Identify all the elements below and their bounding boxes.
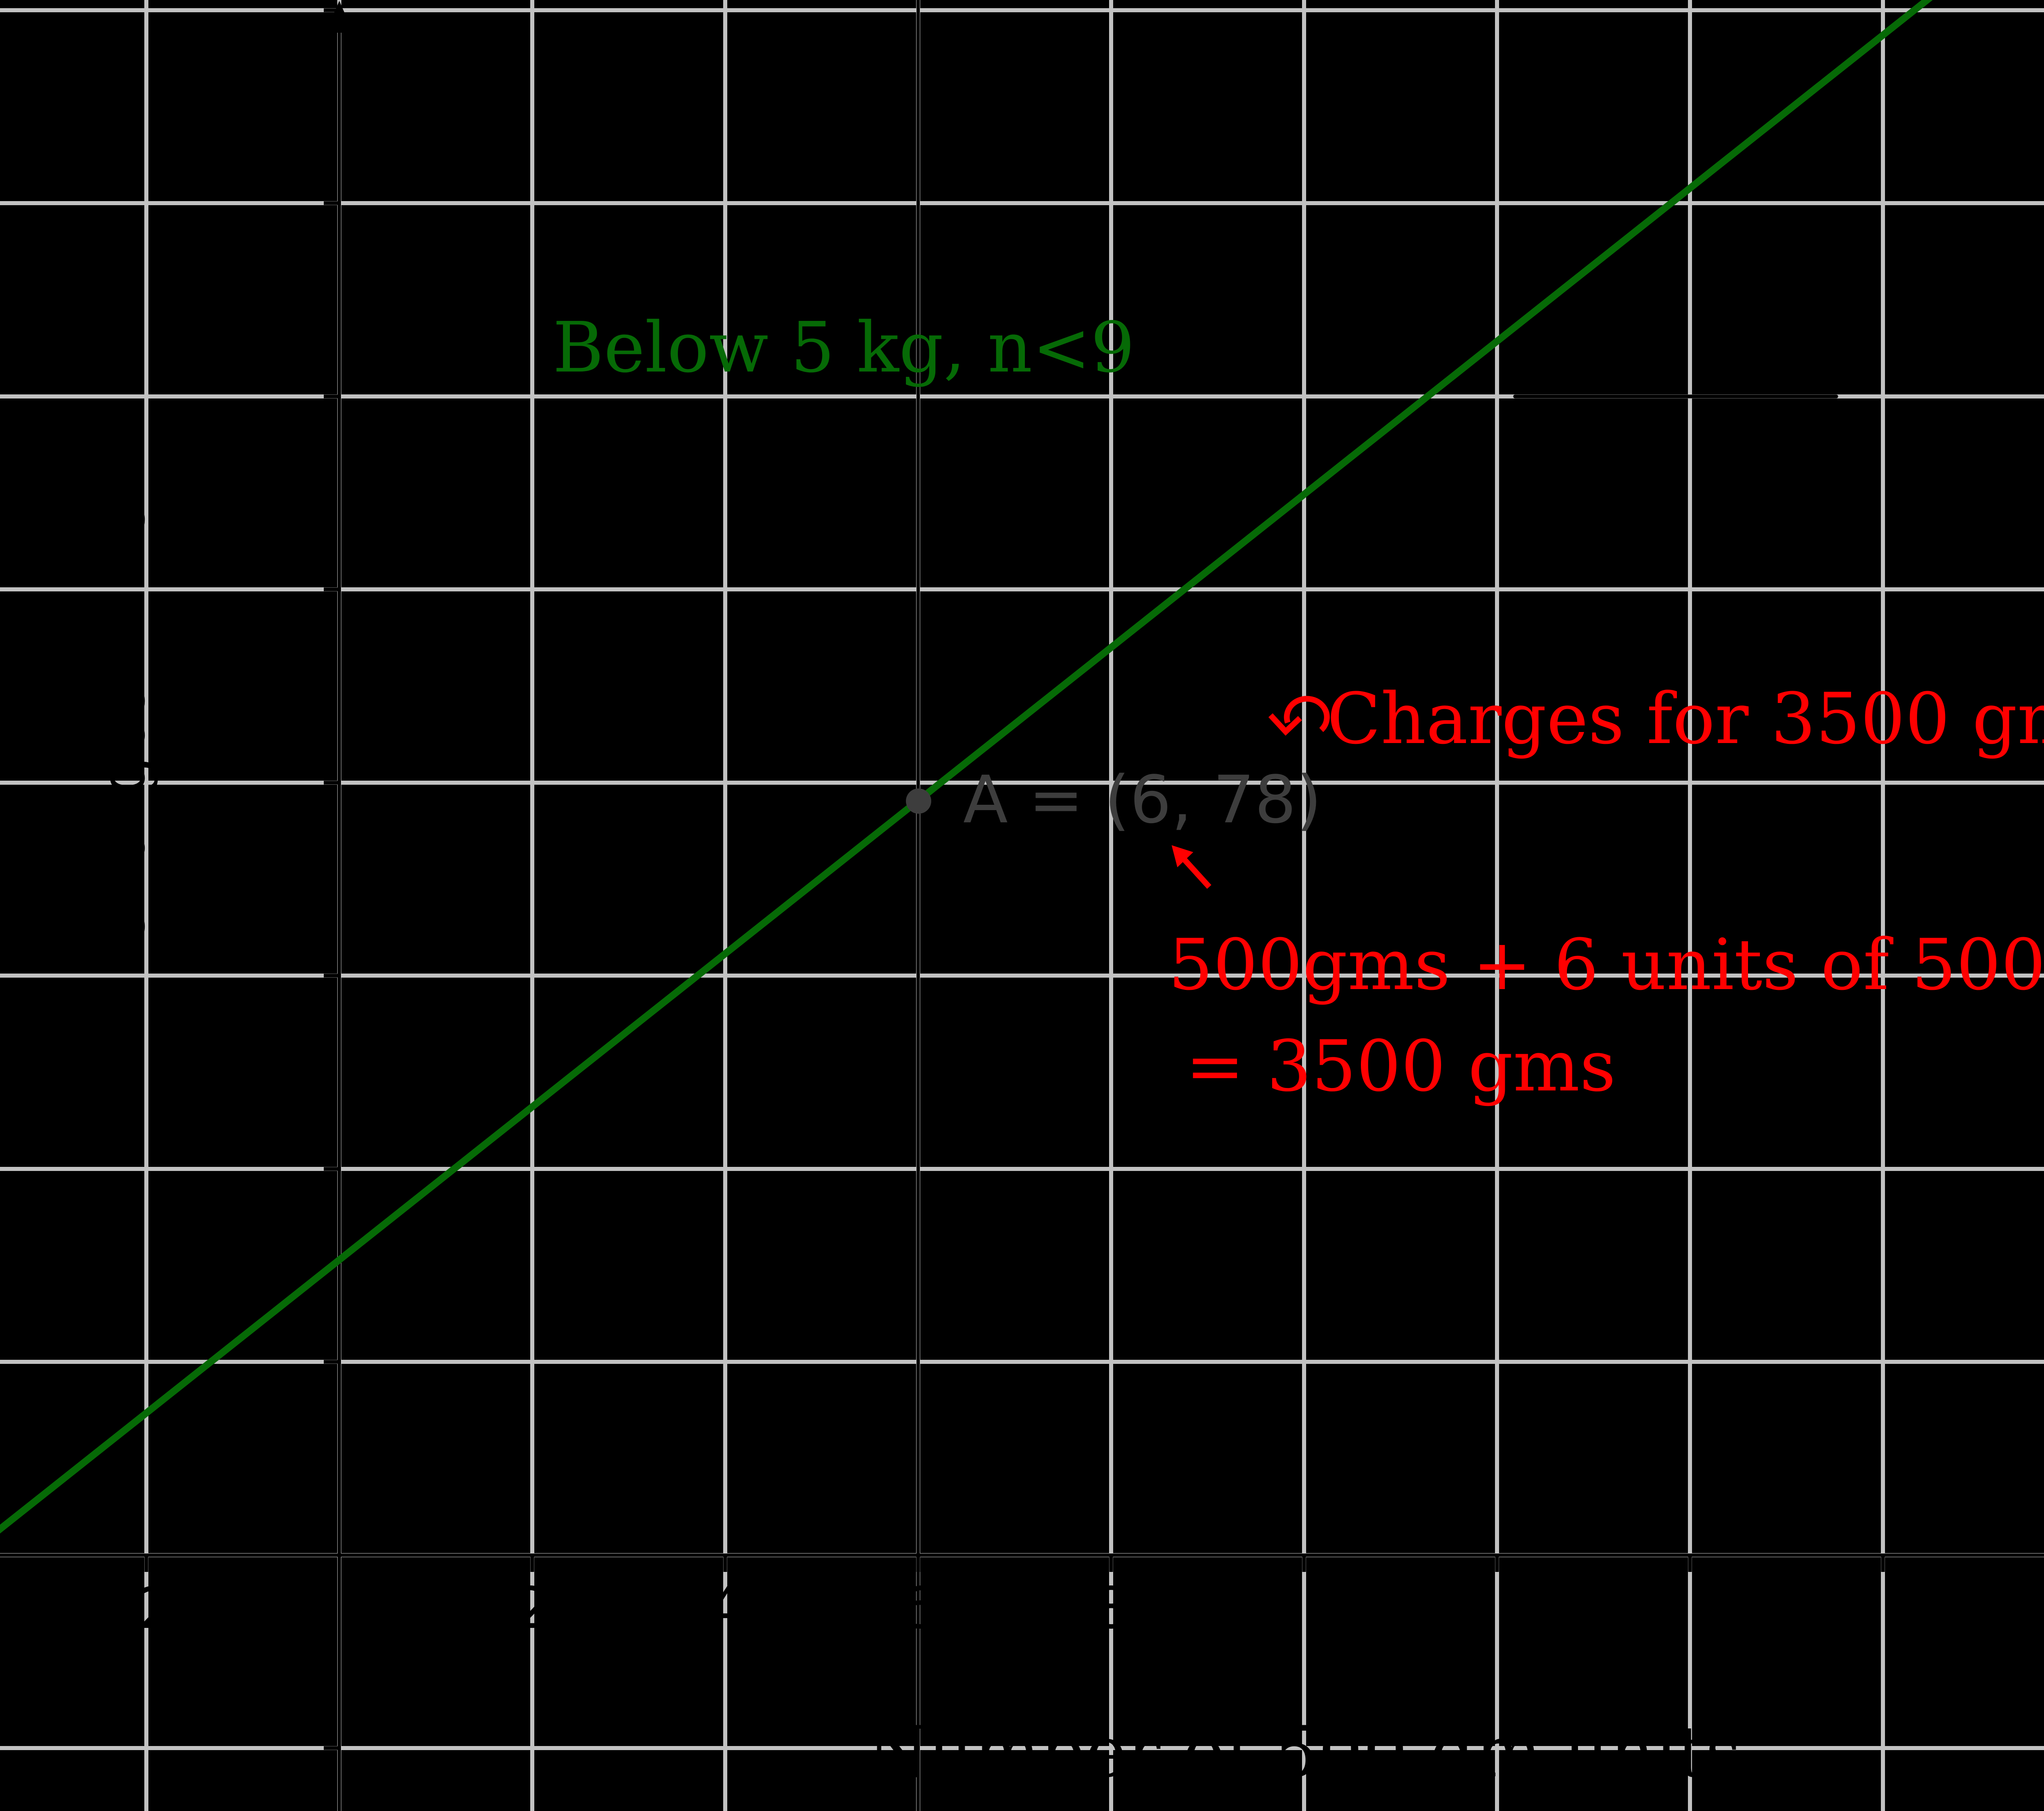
- red-straight-arrow-icon: [1172, 845, 1212, 889]
- y-axis-label: Charges in Rs: [85, 503, 159, 952]
- x-axis-label: Number of 500 gm units: [867, 1711, 1741, 1793]
- point-A: [906, 788, 931, 814]
- x-tick-label: 8: [1093, 1575, 1129, 1642]
- charges-line: [0, 0, 1933, 1534]
- x-tick-label: 10: [1268, 1575, 1340, 1642]
- below-5kg-annotation: Below 5 kg, n<9: [553, 307, 1135, 388]
- red-curved-arrow-icon: [1268, 696, 1330, 736]
- charges-3500-annotation: Charges for 3500 gms: [1327, 678, 2044, 760]
- x-tick-label: 14: [1654, 1575, 1726, 1642]
- y-axis-ticks: [324, 8, 339, 1750]
- x-tick-label: -2: [118, 1575, 175, 1642]
- x-tick-label: 6: [900, 1575, 936, 1642]
- x-tick-label: 4: [707, 1575, 743, 1642]
- y-axis-arrow-icon: [325, 1, 353, 33]
- x-tick-label: 16: [1847, 1575, 1919, 1642]
- point-A-label: A = (6, 78): [963, 761, 1322, 838]
- x-axis-ticks: [144, 1556, 1885, 1572]
- x-tick-labels: -2 2 4 6 8 10 12 14 16 18: [118, 1575, 2044, 1642]
- calc-annotation-line2: = 3500 gms: [1186, 1025, 1616, 1107]
- x-tick-label: 18: [2040, 1575, 2044, 1642]
- calc-annotation-line1: 500gms + 6 units of 500gms: [1168, 924, 2044, 1006]
- x-tick-label: 2: [514, 1575, 550, 1642]
- x-tick-label: 12: [1461, 1575, 1533, 1642]
